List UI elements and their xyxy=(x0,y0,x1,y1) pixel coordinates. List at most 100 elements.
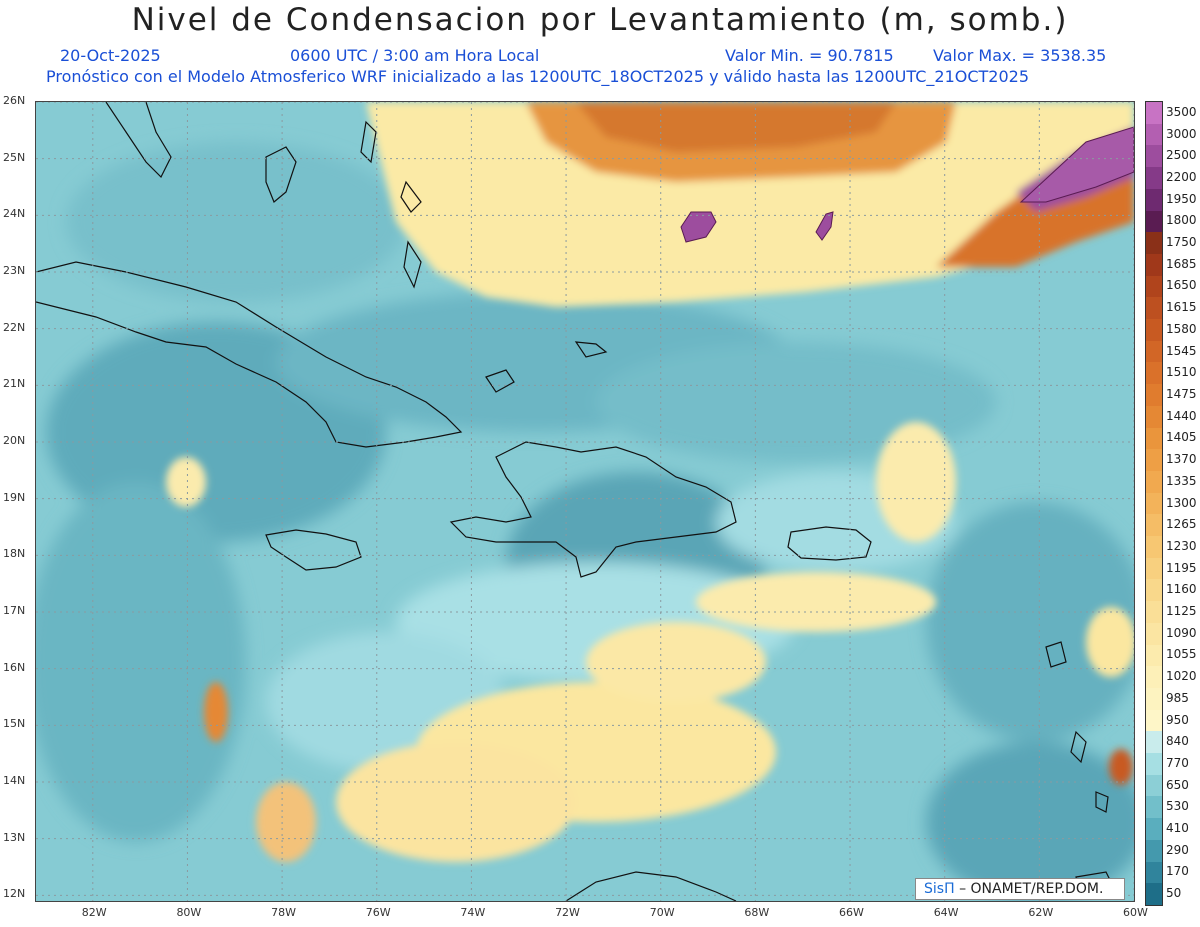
colorbar-segment xyxy=(1146,644,1162,667)
colorbar-level-label: 770 xyxy=(1166,755,1189,770)
colorbar-segment xyxy=(1146,839,1162,863)
colorbar-segment xyxy=(1146,514,1162,537)
colorbar-level-label: 1265 xyxy=(1166,517,1197,532)
colorbar-level-label: 1230 xyxy=(1166,538,1197,553)
coastlines xyxy=(36,102,1117,901)
colorbar-segment xyxy=(1146,796,1162,819)
colorbar-level-label: 1510 xyxy=(1166,365,1197,380)
purple-patch-2 xyxy=(815,211,834,241)
latitude-tick-label: 24N xyxy=(3,207,26,221)
colorbar-segment xyxy=(1146,405,1162,429)
colorbar-segment xyxy=(1146,731,1162,754)
colorbar-level-label: 1405 xyxy=(1166,430,1197,445)
colorbar-level-label: 1650 xyxy=(1166,278,1197,293)
colorbar-level-label: 1195 xyxy=(1166,560,1197,575)
colorbar-level-label: 170 xyxy=(1166,864,1189,879)
model-info: Pronóstico con el Modelo Atmosferico WRF… xyxy=(46,67,1030,86)
longitude-tick-label: 78W xyxy=(271,906,296,919)
latitude-tick-label: 26N xyxy=(3,94,26,107)
latitude-tick-label: 14N xyxy=(3,774,26,787)
colorbar-level-label: 1545 xyxy=(1166,343,1197,358)
colorbar-segment xyxy=(1146,536,1162,559)
max-value: Valor Max. = 3538.35 xyxy=(933,46,1107,65)
longitude-tick-label: 60W xyxy=(1123,906,1148,919)
colorbar-segment xyxy=(1146,102,1162,125)
longitude-tick-label: 72W xyxy=(555,906,580,919)
colorbar-segment xyxy=(1146,687,1162,711)
colorbar-segment xyxy=(1146,579,1162,602)
latitude-tick-label: 18N xyxy=(3,547,26,561)
longitude-tick-label: 62W xyxy=(1028,906,1054,919)
colorbar-level-label: 1370 xyxy=(1166,452,1197,467)
colorbar-level-label: 1685 xyxy=(1166,256,1197,271)
latitude-tick-label: 19N xyxy=(3,490,26,504)
valid-date: 20-Oct-2025 xyxy=(60,46,161,65)
colorbar-segment xyxy=(1146,470,1162,494)
credit-brand: SisΠ xyxy=(924,881,955,897)
latitude-tick-label: 20N xyxy=(3,434,26,447)
colorbar-segment xyxy=(1146,492,1162,515)
colorbar-segment xyxy=(1146,340,1162,363)
colorbar-level-label: 1020 xyxy=(1166,669,1197,684)
colorbar-segment xyxy=(1146,753,1162,776)
colorbar-segment xyxy=(1146,709,1162,732)
colorbar-level-label: 1335 xyxy=(1166,473,1197,488)
map-canvas xyxy=(36,102,1134,901)
colorbar-level-label: 1750 xyxy=(1166,235,1197,250)
jamaica-coast xyxy=(265,529,362,571)
colorbar-segment xyxy=(1146,883,1162,906)
colorbar-segment xyxy=(1146,210,1162,233)
colorbar-level-label: 1475 xyxy=(1166,386,1197,401)
bahamas-eleuthera xyxy=(400,180,422,213)
colorbar-level-label: 1160 xyxy=(1166,582,1197,597)
colorbar-level-label: 1615 xyxy=(1166,300,1197,315)
inagua xyxy=(485,369,515,393)
colorbar-level-label: 650 xyxy=(1166,777,1189,792)
latitude-tick-label: 16N xyxy=(3,660,26,674)
colorbar-level-label: 3000 xyxy=(1166,126,1197,141)
colorbar-segment xyxy=(1146,319,1162,342)
forecast-map xyxy=(35,101,1135,902)
min-value: Valor Min. = 90.7815 xyxy=(725,46,894,65)
florida-coast xyxy=(105,102,172,179)
colorbar-segment xyxy=(1146,427,1162,450)
colorbar-segment xyxy=(1146,297,1162,320)
colorbar-segment xyxy=(1146,232,1162,255)
latitude-tick-label: 21N xyxy=(3,377,26,391)
bahamas-abaco xyxy=(360,120,377,164)
longitude-tick-label: 82W xyxy=(81,906,107,919)
colorbar-segment xyxy=(1146,449,1162,472)
credit-box: SisΠ – ONAMET/REP.DOM. xyxy=(915,878,1125,900)
latitude-tick-label: 25N xyxy=(3,150,26,164)
colorbar-segment xyxy=(1146,601,1162,624)
purple-patch-3 xyxy=(1019,126,1134,203)
hispaniola-coast xyxy=(449,441,737,578)
st-lucia xyxy=(1095,791,1109,813)
colorbar-segment xyxy=(1146,557,1162,580)
colorbar-segment xyxy=(1146,188,1162,211)
colorbar-segment xyxy=(1146,861,1162,884)
colorbar-segment xyxy=(1146,253,1162,277)
martinique xyxy=(1070,730,1087,764)
colorbar-level-label: 1800 xyxy=(1166,213,1197,228)
latitude-tick-label: 22N xyxy=(3,320,26,334)
longitude-tick-label: 76W xyxy=(365,906,391,919)
colorbar-segment xyxy=(1146,362,1162,385)
bahamas-andros xyxy=(265,146,297,203)
latitude-tick-label: 17N xyxy=(3,604,26,617)
colorbar-segment xyxy=(1146,666,1162,689)
colorbar-level-label: 530 xyxy=(1166,799,1189,814)
colorbar-level-label: 950 xyxy=(1166,712,1189,727)
longitude-tick-label: 80W xyxy=(176,906,202,919)
colorbar-level-label: 1440 xyxy=(1166,408,1197,423)
latitude-tick-label: 12N xyxy=(3,887,26,901)
longitude-tick-label: 68W xyxy=(744,906,770,919)
colorbar-level-label: 3500 xyxy=(1166,104,1197,119)
valid-time: 0600 UTC / 3:00 am Hora Local xyxy=(290,46,540,65)
colorbar-segment xyxy=(1146,384,1162,407)
latitude-tick-label: 13N xyxy=(3,830,26,844)
lcl-yellow-areas xyxy=(166,102,1134,862)
longitude-tick-label: 74W xyxy=(460,906,486,919)
colorbar-segment xyxy=(1146,145,1162,168)
colorbar-level-label: 1300 xyxy=(1166,495,1197,510)
